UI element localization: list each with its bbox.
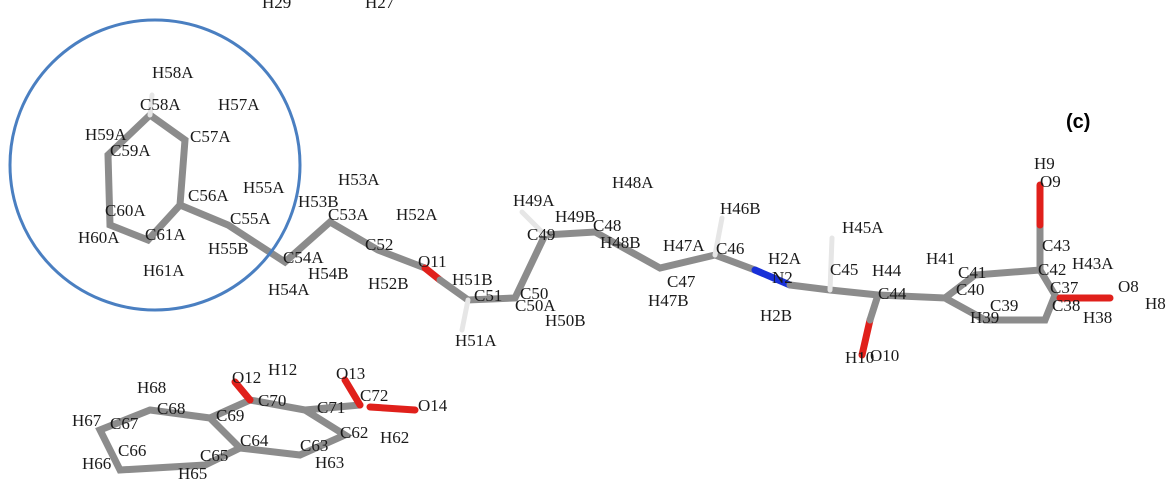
atom-label: H68 (137, 378, 166, 397)
atom-label: O9 (1040, 172, 1061, 191)
atom-label: H47B (648, 291, 689, 310)
atom-label: C51 (474, 286, 502, 305)
atom-label: C49 (527, 225, 555, 244)
atom-label: C57A (190, 127, 231, 146)
atom-label: C61A (145, 225, 186, 244)
atom-label: C58A (140, 95, 181, 114)
atom-label: C37 (1050, 278, 1079, 297)
atom-label: H41 (926, 249, 955, 268)
atom-label: H52B (368, 274, 409, 293)
atom-label: H55B (208, 239, 249, 258)
atom-label: C56A (188, 186, 229, 205)
atom-label: H58A (152, 63, 194, 82)
atom-label: N2 (772, 268, 793, 287)
hydrogen-bond-stub (462, 300, 468, 330)
atom-label: H48A (612, 173, 654, 192)
atom-label: H57A (218, 95, 260, 114)
atom-label: C53A (328, 205, 369, 224)
atom-label: O14 (418, 396, 448, 415)
atom-label: C66 (118, 441, 146, 460)
atom-label: H49A (513, 191, 555, 210)
bond (870, 295, 878, 320)
atom-label: H2B (760, 306, 792, 325)
atom-label: H54A (268, 280, 310, 299)
atom-label: H53A (338, 170, 380, 189)
atom-label: O13 (336, 364, 365, 383)
atom-label: C42 (1038, 260, 1066, 279)
atom-label: H65 (178, 464, 207, 483)
atom-label: C43 (1042, 236, 1070, 255)
oxygen-bond (345, 380, 360, 405)
atom-label: C60A (105, 201, 146, 220)
atom-label: C62 (340, 423, 368, 442)
atom-label: H52A (396, 205, 438, 224)
atom-label: C71 (317, 398, 345, 417)
atom-label: H9 (1034, 154, 1055, 173)
panel-label: (c) (1066, 111, 1090, 133)
atom-label: H61A (143, 261, 185, 280)
atom-label: C59A (110, 141, 151, 160)
atom-label: H60A (78, 228, 120, 247)
atom-label: H29 (262, 0, 291, 12)
atom-label: H66 (82, 454, 111, 473)
atom-label: H12 (268, 360, 297, 379)
atom-label: C45 (830, 260, 858, 279)
atom-label: C38 (1052, 296, 1080, 315)
atom-label: H38 (1083, 308, 1112, 327)
atom-label: H8 (1145, 294, 1166, 313)
atom-label: O12 (232, 368, 261, 387)
atom-label: O11 (418, 252, 447, 271)
atom-label: C72 (360, 386, 388, 405)
atom-label: C68 (157, 399, 185, 418)
molecule-view: (c) H29H27H58AC58AH57AH59AC57AC59AH55AC5… (0, 0, 1172, 485)
oxygen-bond (370, 407, 415, 410)
atom-label: C69 (216, 406, 244, 425)
atom-label: H2A (768, 249, 802, 268)
atom-label: H50B (545, 311, 586, 330)
atom-label: H67 (72, 411, 102, 430)
atom-label: H27 (365, 0, 395, 12)
atom-label: H43A (1072, 254, 1114, 273)
atom-label: H47A (663, 236, 705, 255)
atom-label: H55A (243, 178, 285, 197)
atom-label: H63 (315, 453, 344, 472)
atom-label: C55A (230, 209, 271, 228)
atom-label: C44 (878, 284, 907, 303)
atom-label: H62 (380, 428, 409, 447)
atom-label: O10 (870, 346, 899, 365)
atom-label: C67 (110, 414, 139, 433)
atom-label: C64 (240, 431, 269, 450)
atom-label: C47 (667, 272, 696, 291)
atom-label: H51A (455, 331, 497, 350)
atom-label: H39 (970, 308, 999, 327)
atom-label: C40 (956, 280, 984, 299)
atom-label: C52 (365, 235, 393, 254)
atom-label: O8 (1118, 277, 1139, 296)
atom-label: H46B (720, 199, 761, 218)
atom-label: H49B (555, 207, 596, 226)
atom-label: H45A (842, 218, 884, 237)
atom-label: H48B (600, 233, 641, 252)
atom-label: C70 (258, 391, 286, 410)
atom-label: C65 (200, 446, 228, 465)
atom-label: H44 (872, 261, 902, 280)
atom-label: C46 (716, 239, 744, 258)
atom-label: H54B (308, 264, 349, 283)
